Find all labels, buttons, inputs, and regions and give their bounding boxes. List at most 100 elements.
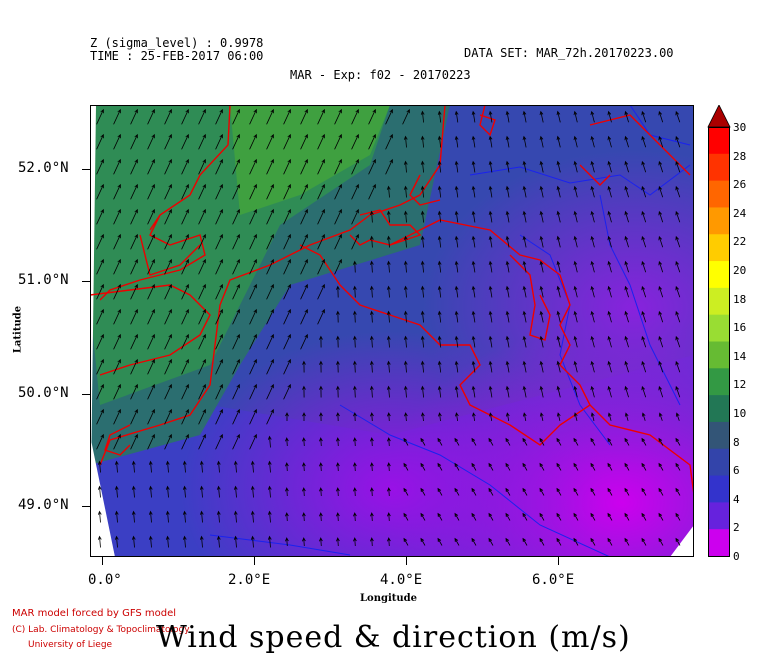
wind-arrow bbox=[437, 437, 443, 446]
wind-arrow bbox=[164, 133, 172, 150]
y-tick-mark-49 bbox=[82, 506, 90, 507]
wind-arrow bbox=[539, 235, 544, 248]
wind-arrow bbox=[454, 537, 460, 546]
wind-arrow bbox=[215, 383, 223, 400]
x-tick-2: 2.0°E bbox=[228, 572, 271, 588]
wind-arrow bbox=[641, 412, 646, 421]
wind-arrow bbox=[336, 285, 340, 298]
wind-arrow bbox=[215, 208, 223, 225]
wind-arrow bbox=[370, 487, 374, 497]
wind-arrow bbox=[232, 208, 240, 225]
colorbar-swatch bbox=[709, 287, 729, 316]
y-tick-49: 49.0°N bbox=[18, 497, 69, 513]
wind-arrows bbox=[96, 108, 681, 548]
wind-arrow bbox=[624, 360, 629, 373]
wind-arrow bbox=[505, 110, 510, 123]
wind-arrow bbox=[658, 285, 664, 298]
wind-arrow bbox=[369, 210, 374, 223]
wind-arrow bbox=[148, 460, 153, 473]
wind-arrow bbox=[658, 185, 664, 198]
wind-arrow bbox=[641, 487, 647, 496]
wind-arrow bbox=[522, 185, 527, 198]
wind-arrow bbox=[370, 412, 374, 422]
wind-arrow bbox=[164, 308, 172, 325]
wind-arrow bbox=[675, 310, 681, 323]
wind-arrow bbox=[249, 208, 257, 225]
wind-arrow bbox=[607, 537, 613, 546]
wind-arrow bbox=[454, 285, 459, 298]
y-tick-mark-51 bbox=[82, 281, 90, 282]
wind-arrow bbox=[505, 210, 510, 223]
x-axis-label: Longitude bbox=[360, 593, 418, 604]
wind-arrow bbox=[97, 485, 102, 498]
wind-arrow bbox=[556, 285, 561, 298]
wind-arrow bbox=[302, 462, 306, 472]
wind-arrow bbox=[387, 462, 391, 472]
wind-arrow bbox=[590, 260, 595, 273]
wind-arrow bbox=[658, 385, 664, 398]
wind-arrow bbox=[607, 512, 613, 521]
wind-arrow bbox=[403, 135, 408, 148]
wind-arrow bbox=[266, 133, 274, 150]
wind-arrow bbox=[113, 108, 121, 125]
wind-arrow bbox=[471, 285, 476, 298]
wind-arrow bbox=[607, 235, 612, 248]
wind-arrow bbox=[420, 135, 425, 148]
wind-arrow bbox=[641, 110, 647, 123]
wind-arrow bbox=[437, 335, 442, 348]
wind-arrow bbox=[624, 335, 629, 348]
credit-model: MAR model forced by GFS model bbox=[12, 608, 177, 619]
wind-arrow bbox=[351, 133, 359, 150]
wind-arrow bbox=[96, 308, 104, 325]
wind-arrow bbox=[437, 185, 442, 198]
wind-arrow bbox=[114, 510, 119, 523]
wind-arrow bbox=[675, 235, 681, 248]
wind-arrow bbox=[454, 185, 459, 198]
wind-arrow bbox=[319, 385, 323, 398]
wind-arrow bbox=[522, 285, 527, 298]
wind-arrow bbox=[249, 333, 257, 350]
wind-arrow bbox=[454, 310, 459, 323]
wind-arrow bbox=[658, 335, 664, 348]
wind-arrow bbox=[285, 462, 289, 472]
wind-arrow bbox=[232, 133, 240, 150]
x-tick-mark-4 bbox=[406, 557, 407, 565]
wind-arrow bbox=[539, 462, 545, 471]
time-text: TIME : 25-FEB-2017 06:00 bbox=[90, 49, 264, 63]
wind-arrow bbox=[641, 512, 647, 521]
wind-arrow bbox=[488, 135, 493, 148]
wind-arrow bbox=[130, 258, 138, 275]
wind-arrow bbox=[181, 433, 189, 450]
wind-arrow bbox=[131, 510, 136, 523]
wind-arrow bbox=[369, 360, 374, 373]
wind-arrow bbox=[113, 333, 121, 350]
wind-arrow bbox=[198, 208, 206, 225]
wind-arrow bbox=[522, 210, 527, 223]
wind-arrow bbox=[233, 510, 238, 523]
wind-arrow bbox=[556, 335, 561, 348]
wind-arrow bbox=[198, 258, 206, 275]
wind-arrow bbox=[471, 462, 477, 471]
wind-arrow bbox=[539, 160, 544, 173]
wind-arrow bbox=[249, 308, 257, 325]
wind-arrow bbox=[147, 183, 155, 200]
colorbar-label: 24 bbox=[733, 206, 747, 220]
wind-arrow bbox=[215, 408, 223, 425]
wind-arrow bbox=[437, 537, 443, 546]
colorbar-svg bbox=[707, 105, 731, 557]
wind-arrow bbox=[385, 108, 393, 125]
wind-arrow bbox=[573, 487, 579, 496]
credit-lab: (C) Lab. Climatology & Topoclimatology bbox=[12, 625, 190, 635]
wind-arrow bbox=[368, 183, 376, 200]
wind-arrow bbox=[658, 310, 664, 323]
wind-arrow bbox=[181, 158, 189, 175]
colorbar-swatch bbox=[709, 153, 729, 182]
wind-arrow bbox=[573, 412, 578, 421]
wind-arrow bbox=[199, 535, 204, 548]
wind-arrow bbox=[387, 537, 391, 547]
wind-arrow bbox=[658, 437, 664, 446]
wind-arrow bbox=[319, 412, 323, 422]
wind-arrow bbox=[386, 310, 391, 323]
wind-arrow bbox=[590, 185, 595, 198]
wind-arrow bbox=[658, 210, 664, 223]
